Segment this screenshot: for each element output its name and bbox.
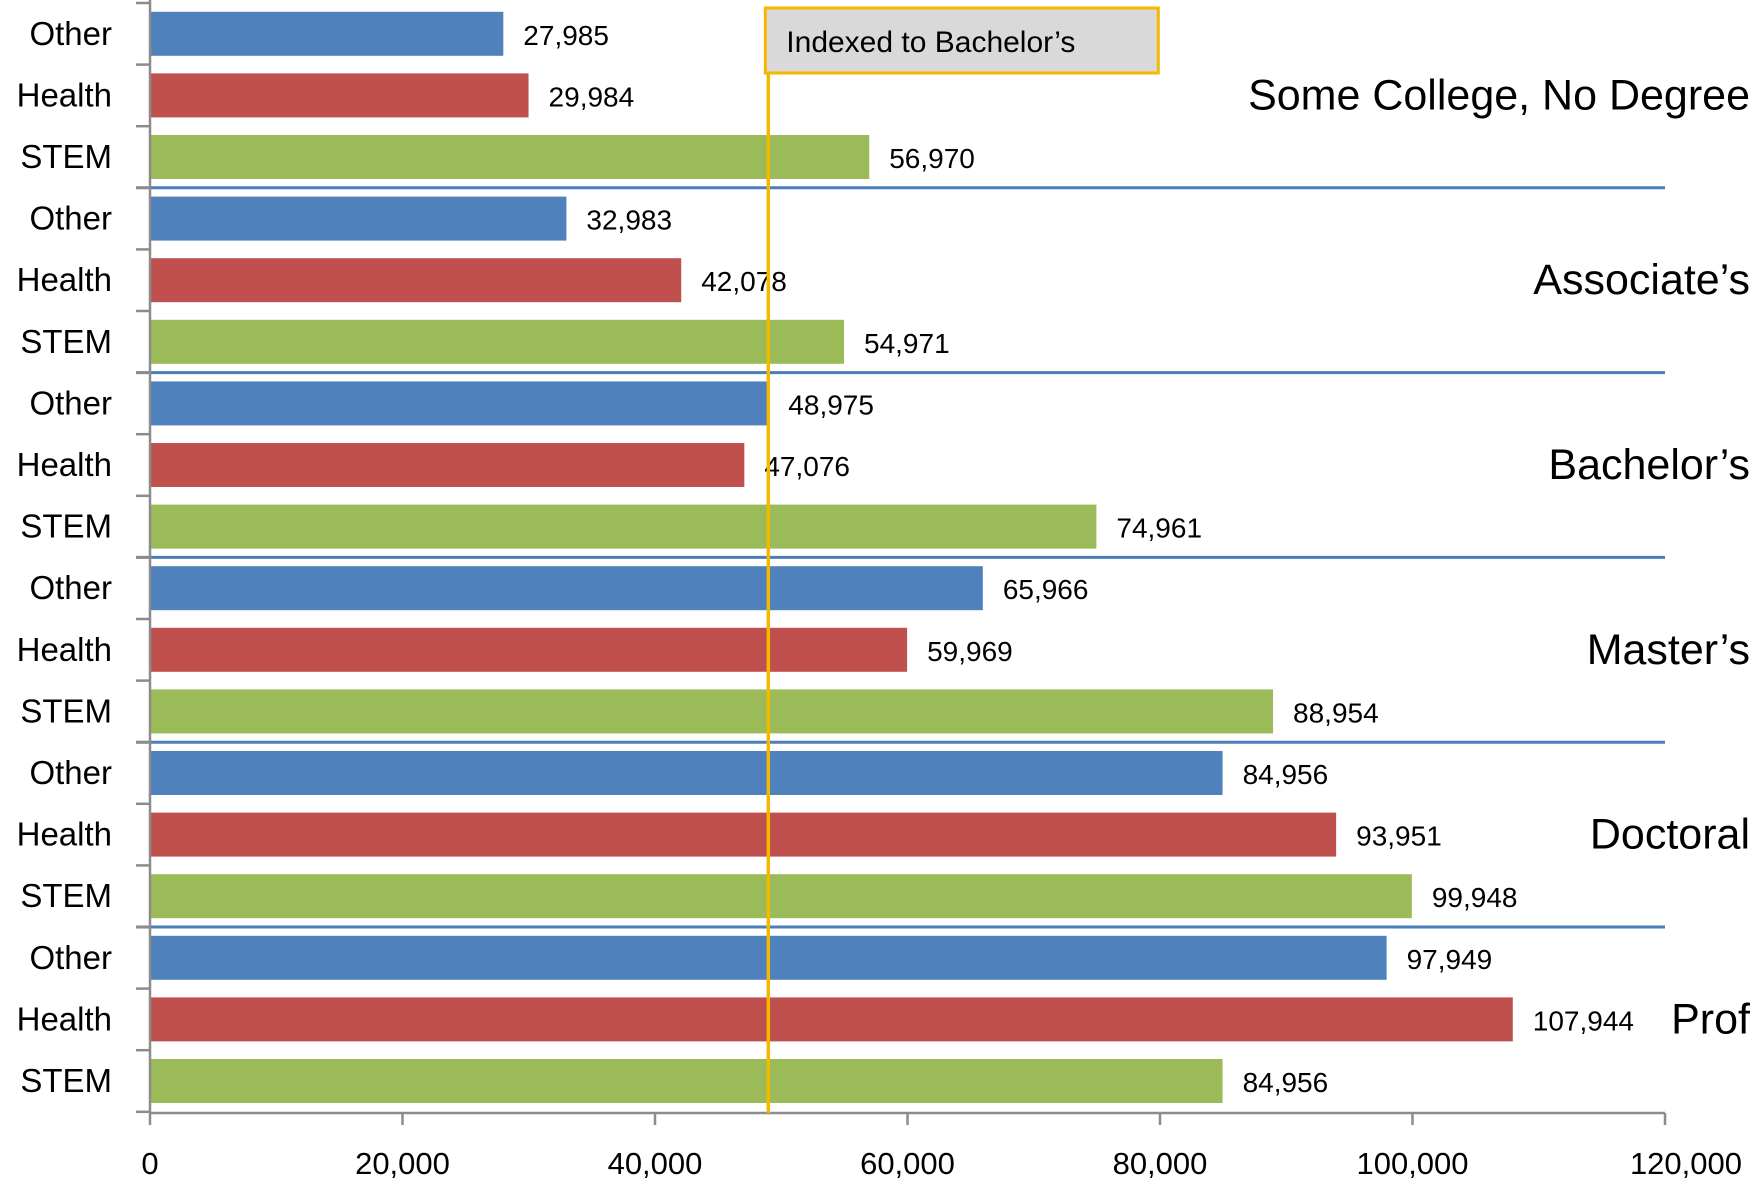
category-label: STEM <box>20 508 112 545</box>
category-label: Health <box>17 446 112 483</box>
data-label: 84,956 <box>1243 759 1329 790</box>
data-label: 59,969 <box>927 636 1013 667</box>
data-label: 74,961 <box>1116 513 1202 544</box>
data-label: 88,954 <box>1293 697 1379 728</box>
category-label: STEM <box>20 323 112 360</box>
category-label: Health <box>17 76 112 113</box>
x-tick-label: 0 <box>141 1146 158 1181</box>
data-label: 32,983 <box>586 205 672 236</box>
bar-stem <box>150 1059 1223 1103</box>
category-label: Health <box>17 261 112 298</box>
bar-other <box>150 11 504 56</box>
group-label: Prof <box>1671 995 1751 1043</box>
data-label: 48,975 <box>788 389 874 420</box>
bar-stem <box>150 504 1097 549</box>
group-label: Doctoral <box>1590 811 1750 859</box>
category-label: Other <box>29 754 112 791</box>
category-label: STEM <box>20 1062 112 1099</box>
data-label: 65,966 <box>1003 574 1089 605</box>
bar-stem <box>150 135 870 179</box>
data-label: 97,949 <box>1407 944 1493 975</box>
bar-other <box>150 751 1223 795</box>
bar-stem <box>150 319 845 364</box>
data-label: 29,984 <box>549 81 635 112</box>
bar-health <box>150 997 1513 1042</box>
category-label: Other <box>29 15 112 52</box>
x-tick-label: 100,000 <box>1356 1146 1468 1181</box>
category-label: Health <box>17 816 112 853</box>
data-label: 42,078 <box>701 266 787 297</box>
category-label: Health <box>17 631 112 668</box>
data-label: 84,956 <box>1243 1067 1329 1098</box>
data-label: 54,971 <box>864 328 950 359</box>
reference-label-box <box>763 6 1160 75</box>
x-tick-label: 40,000 <box>608 1146 703 1181</box>
group-label: Associate’s <box>1533 256 1750 304</box>
x-tick-label: 60,000 <box>860 1146 955 1181</box>
category-label: Health <box>17 1000 112 1037</box>
bar-health <box>150 73 529 118</box>
data-label: 93,951 <box>1356 821 1442 852</box>
category-label: Other <box>29 569 112 606</box>
data-label: 107,944 <box>1533 1005 1634 1036</box>
bar-other <box>150 381 769 426</box>
bar-other <box>150 566 983 611</box>
category-label: STEM <box>20 692 112 729</box>
bar-health <box>150 812 1337 857</box>
data-label: 47,076 <box>764 451 850 482</box>
bar-other <box>150 196 567 241</box>
category-label: Other <box>29 384 112 421</box>
category-label: Other <box>29 939 112 976</box>
data-label: 27,985 <box>523 20 609 51</box>
bar-health <box>150 258 682 303</box>
x-tick-label: 80,000 <box>1113 1146 1208 1181</box>
bar-health <box>150 443 745 487</box>
data-label: 99,948 <box>1432 882 1518 913</box>
data-label: 56,970 <box>889 143 975 174</box>
category-label: STEM <box>20 877 112 914</box>
category-label: Other <box>29 200 112 237</box>
x-tick-label: 120,000 <box>1630 1146 1742 1181</box>
bar-stem <box>150 874 1412 919</box>
bar-health <box>150 627 908 672</box>
group-label: Some College, No Degree <box>1248 71 1750 119</box>
category-label: STEM <box>20 138 112 175</box>
bar-stem <box>150 689 1274 734</box>
reference-label: Indexed to Bachelor’s <box>786 26 1075 59</box>
group-label: Master’s <box>1587 626 1750 674</box>
x-tick-label: 20,000 <box>355 1146 450 1181</box>
group-label: Bachelor’s <box>1548 441 1750 489</box>
